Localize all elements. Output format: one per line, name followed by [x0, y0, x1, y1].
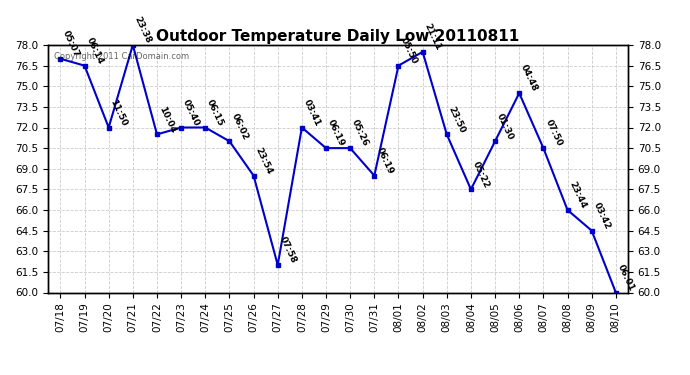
- Text: 05:07: 05:07: [61, 29, 81, 59]
- Text: 06:19: 06:19: [375, 146, 395, 176]
- Text: 03:42: 03:42: [592, 201, 612, 231]
- Text: 04:48: 04:48: [520, 63, 540, 93]
- Text: 06:01: 06:01: [616, 263, 636, 292]
- Text: 06:14: 06:14: [85, 36, 105, 66]
- Text: 05:50: 05:50: [399, 36, 419, 66]
- Text: 11:50: 11:50: [109, 98, 129, 128]
- Text: Copyright 2011 CarDomain.com: Copyright 2011 CarDomain.com: [54, 53, 189, 62]
- Text: 23:38: 23:38: [133, 15, 153, 45]
- Text: 23:44: 23:44: [568, 180, 588, 210]
- Text: 05:40: 05:40: [181, 98, 201, 128]
- Text: 06:19: 06:19: [326, 118, 346, 148]
- Text: 21:11: 21:11: [423, 22, 443, 52]
- Text: 01:30: 01:30: [495, 112, 515, 141]
- Text: 06:02: 06:02: [230, 112, 250, 141]
- Text: 05:22: 05:22: [471, 160, 491, 189]
- Title: Outdoor Temperature Daily Low 20110811: Outdoor Temperature Daily Low 20110811: [157, 29, 520, 44]
- Text: 06:15: 06:15: [206, 98, 226, 128]
- Text: 03:41: 03:41: [302, 98, 322, 128]
- Text: 23:54: 23:54: [254, 146, 274, 176]
- Text: 10:04: 10:04: [157, 105, 177, 134]
- Text: 07:50: 07:50: [544, 118, 564, 148]
- Text: 05:26: 05:26: [351, 118, 371, 148]
- Text: 23:50: 23:50: [447, 105, 467, 134]
- Text: 07:58: 07:58: [278, 235, 298, 265]
